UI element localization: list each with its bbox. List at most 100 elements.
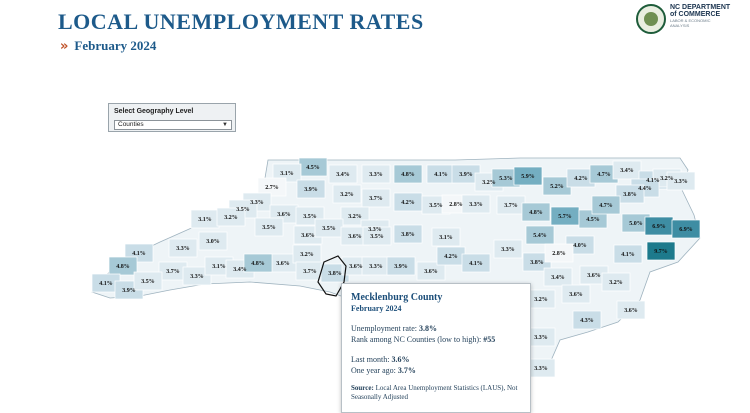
county-region[interactable] <box>513 166 543 186</box>
county-region[interactable] <box>198 231 228 251</box>
county-rate-label: 4.1% <box>99 281 113 287</box>
county-rate-label: 4.1% <box>132 251 146 257</box>
county-region[interactable] <box>615 184 645 204</box>
county-region[interactable] <box>361 164 391 184</box>
logo-line-3: LABOR & ECONOMIC <box>670 18 711 23</box>
tooltip-rate-label: Unemployment rate: <box>351 324 417 333</box>
county-rate-label: 3.3% <box>501 247 515 253</box>
geography-level-label: Select Geography Level <box>114 108 194 115</box>
county-region[interactable] <box>521 202 551 222</box>
county-region[interactable] <box>671 219 701 239</box>
county-region[interactable] <box>272 163 302 183</box>
county-rate-label: 4.8% <box>401 172 415 178</box>
county-region[interactable] <box>646 241 676 261</box>
county-region[interactable] <box>361 188 391 208</box>
county-region[interactable] <box>332 184 362 204</box>
county-region[interactable] <box>666 171 696 191</box>
county-region[interactable] <box>612 160 642 180</box>
county-region[interactable] <box>108 256 138 276</box>
page-subtitle: February 2024 <box>74 38 157 53</box>
county-rate-label: 3.9% <box>304 187 318 193</box>
county-region[interactable] <box>393 164 423 184</box>
county-region[interactable] <box>493 239 523 259</box>
geography-selector-panel: Select Geography Level Counties ▼ <box>108 103 236 132</box>
county-rate-label: 3.3% <box>176 246 190 252</box>
county-rate-label: 3.6% <box>424 269 438 275</box>
county-rate-label: 3.7% <box>303 269 317 275</box>
county-region[interactable] <box>461 194 491 214</box>
county-region[interactable] <box>525 225 555 245</box>
county-rate-label: 3.6% <box>569 292 583 298</box>
county-rate-label: 3.1% <box>280 171 294 177</box>
county-region[interactable] <box>362 226 392 246</box>
dropdown-caret-icon: ▼ <box>222 122 228 128</box>
county-shapes <box>91 157 701 378</box>
county-rate-label: 3.6% <box>301 233 315 239</box>
county-region[interactable] <box>216 207 246 227</box>
county-region[interactable] <box>182 266 212 286</box>
nc-commerce-logo: NC DEPARTMENT of COMMERCE LABOR & ECONOM… <box>636 4 746 38</box>
county-region[interactable] <box>561 284 591 304</box>
county-rate-label: 3.2% <box>300 252 314 258</box>
county-rate-label: 3.8% <box>328 271 342 277</box>
tooltip-rank-value: #55 <box>483 335 496 344</box>
county-region[interactable] <box>386 256 416 276</box>
county-tooltip: Mecklenburg County February 2024 Unemplo… <box>341 283 531 413</box>
county-rate-label: 3.3% <box>369 172 383 178</box>
county-rate-label: 4.3% <box>580 318 594 324</box>
county-rate-label: 5.3% <box>499 176 513 182</box>
county-rate-label: 3.4% <box>620 168 634 174</box>
county-rate-label: 3.6% <box>624 308 638 314</box>
logo-text: NC DEPARTMENT of COMMERCE LABOR & ECONOM… <box>670 4 730 28</box>
county-rate-label: 4.7% <box>599 203 613 209</box>
county-rate-label: 3.3% <box>369 264 383 270</box>
county-region[interactable] <box>544 243 574 263</box>
county-rate-label: 2.8% <box>552 251 566 257</box>
county-rate-label: 3.5% <box>370 234 384 240</box>
county-region[interactable] <box>613 244 643 264</box>
county-rate-label: 6.9% <box>652 224 666 230</box>
county-region[interactable] <box>254 217 284 237</box>
geography-level-value: Counties <box>118 121 144 128</box>
county-region[interactable] <box>461 253 491 273</box>
county-rate-label: 3.3% <box>534 366 548 372</box>
county-rate-label: 3.2% <box>340 192 354 198</box>
county-rate-label: 3.8% <box>623 192 637 198</box>
county-rate-label: 3.2% <box>482 180 496 186</box>
county-rate-label: 5.0% <box>629 221 643 227</box>
county-rate-label: 3.7% <box>504 203 518 209</box>
county-rate-label: 4.5% <box>306 165 320 171</box>
county-region[interactable] <box>243 253 273 273</box>
tooltip-source-label: Source: <box>351 384 374 392</box>
county-rate-label: 3.2% <box>534 297 548 303</box>
highlighted-county-outline[interactable] <box>317 255 347 297</box>
county-region[interactable] <box>543 267 573 287</box>
county-labels: 4.5% 3.4% 3.3% 4.8% 4.1% 3.9% 3.1% 2.7% 3.9% 3.2%… <box>99 165 693 372</box>
county-rate-label: 3.8% <box>401 232 415 238</box>
county-region[interactable] <box>328 164 358 184</box>
county-rate-label: 3.8% <box>530 260 544 266</box>
county-rate-label: 4.8% <box>116 264 130 270</box>
county-region[interactable] <box>616 300 646 320</box>
county-region[interactable] <box>601 272 631 292</box>
logo-line-1: NC DEPARTMENT <box>670 4 731 11</box>
county-region[interactable] <box>168 238 198 258</box>
county-region[interactable] <box>133 271 163 291</box>
county-rate-label: 3.1% <box>439 235 453 241</box>
county-rate-label: 3.2% <box>224 215 238 221</box>
tooltip-rank-label: Rank among NC Counties (low to high): <box>351 335 482 344</box>
county-rate-label: 4.2% <box>444 254 458 260</box>
county-region[interactable] <box>591 195 621 215</box>
logo-line-2: of COMMERCE <box>670 11 721 18</box>
geography-level-select[interactable]: Counties ▼ <box>114 120 232 130</box>
county-region[interactable] <box>393 224 423 244</box>
county-region[interactable] <box>431 227 461 247</box>
county-rate-label: 5.7% <box>558 214 572 220</box>
county-region[interactable] <box>572 310 602 330</box>
county-region[interactable] <box>416 261 446 281</box>
county-rate-label: 4.1% <box>646 178 660 184</box>
county-rate-label: 4.1% <box>469 261 483 267</box>
county-rate-label: 6.9% <box>679 227 693 233</box>
county-region[interactable] <box>296 179 326 199</box>
county-region[interactable] <box>257 177 287 197</box>
